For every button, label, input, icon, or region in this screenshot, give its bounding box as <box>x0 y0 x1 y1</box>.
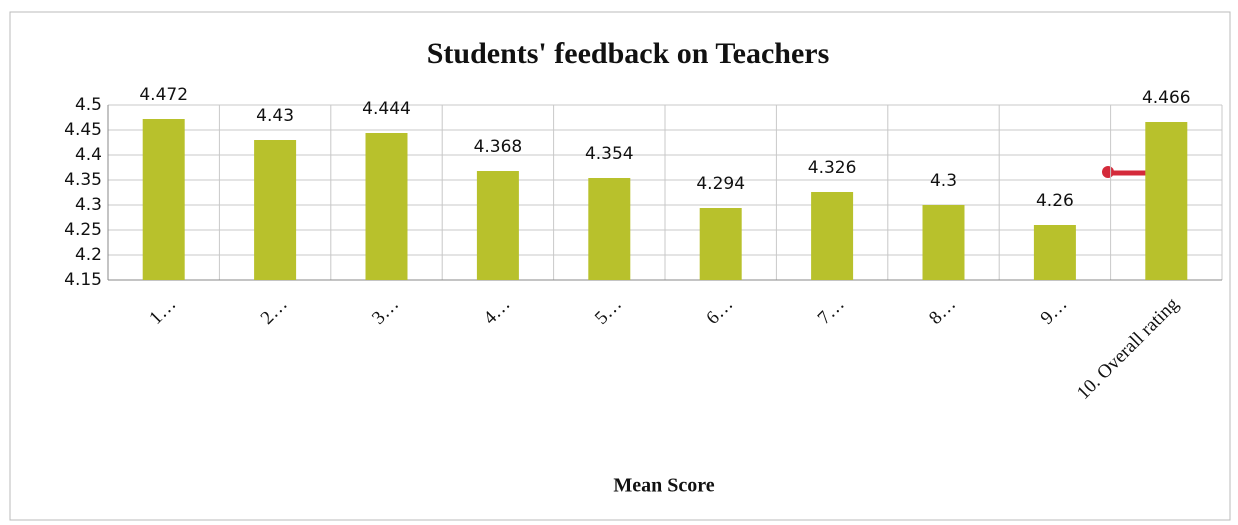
data-label: 4.368 <box>474 137 523 157</box>
bar <box>142 119 185 280</box>
chart-frame <box>9 11 1231 521</box>
x-axis-label: Mean Score <box>613 475 714 497</box>
x-tick-label: 5… <box>591 294 626 329</box>
bar <box>254 140 297 280</box>
bar <box>476 171 519 280</box>
x-tick-label: 6… <box>702 294 737 329</box>
x-tick-label: 7… <box>814 294 849 329</box>
chart-title: Students' feedback on Teachers <box>427 37 830 70</box>
x-tick-label: 8… <box>925 294 960 329</box>
bar <box>1033 225 1076 280</box>
y-tick-label: 4.25 <box>64 220 102 240</box>
y-tick-label: 4.35 <box>64 170 102 190</box>
bar <box>588 178 631 280</box>
data-label: 4.444 <box>362 99 411 119</box>
y-tick-label: 4.5 <box>75 95 102 115</box>
bar <box>365 133 408 280</box>
data-label: 4.466 <box>1142 88 1191 108</box>
data-label: 4.3 <box>930 171 957 191</box>
data-label: 4.326 <box>808 158 857 178</box>
data-label: 4.472 <box>139 85 188 105</box>
x-tick-label: 4… <box>480 294 515 329</box>
annotation-arrow <box>1102 166 1152 178</box>
y-tick-label: 4.45 <box>64 120 102 140</box>
y-tick-label: 4.2 <box>75 245 102 265</box>
data-label: 4.26 <box>1036 191 1074 211</box>
bar <box>922 205 965 280</box>
x-tick-label: 9… <box>1037 294 1072 329</box>
x-tick-label: 1… <box>145 294 180 329</box>
y-tick-label: 4.3 <box>75 195 102 215</box>
x-tick-label: 10. Overall rating <box>1073 293 1183 403</box>
x-tick-label: 2… <box>257 294 292 329</box>
bar <box>811 192 854 280</box>
bar <box>1145 122 1188 280</box>
data-label: 4.43 <box>256 106 294 126</box>
bar <box>699 208 742 280</box>
y-tick-label: 4.15 <box>64 270 102 290</box>
data-label: 4.294 <box>696 174 745 194</box>
y-tick-label: 4.4 <box>75 145 102 165</box>
data-label: 4.354 <box>585 144 634 164</box>
x-tick-label: 3… <box>368 294 403 329</box>
